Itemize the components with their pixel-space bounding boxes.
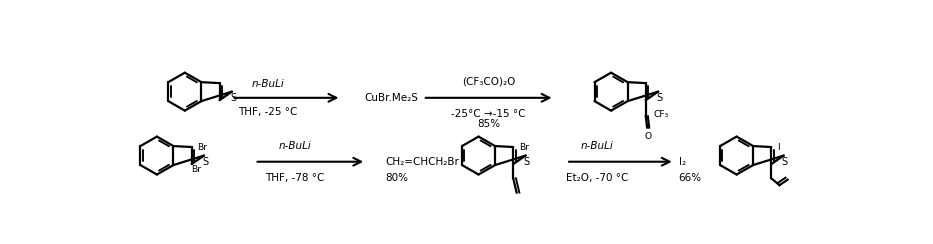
Text: THF, -78 °C: THF, -78 °C xyxy=(265,173,325,183)
Text: S: S xyxy=(202,157,208,167)
Text: THF, -25 °C: THF, -25 °C xyxy=(238,107,298,117)
Text: CuBr.Me₂S: CuBr.Me₂S xyxy=(365,93,419,103)
Text: S: S xyxy=(523,157,530,167)
Text: S: S xyxy=(656,93,662,103)
Text: n-BuLi: n-BuLi xyxy=(251,79,285,89)
Text: Et₂O, -70 °C: Et₂O, -70 °C xyxy=(566,173,628,183)
Text: Br: Br xyxy=(191,165,202,174)
Text: CF₃: CF₃ xyxy=(654,110,669,119)
Text: (CF₃CO)₂O: (CF₃CO)₂O xyxy=(462,76,515,86)
Text: -25°C →-15 °C: -25°C →-15 °C xyxy=(452,109,526,119)
Text: 85%: 85% xyxy=(477,119,500,129)
Text: Br: Br xyxy=(519,143,529,152)
Text: Br: Br xyxy=(197,143,207,152)
Text: 66%: 66% xyxy=(678,173,702,183)
Text: S: S xyxy=(782,157,787,167)
Text: 80%: 80% xyxy=(385,173,409,183)
Text: n-BuLi: n-BuLi xyxy=(580,141,614,151)
Text: CH₂=CHCH₂Br: CH₂=CHCH₂Br xyxy=(385,157,459,167)
Text: n-BuLi: n-BuLi xyxy=(278,141,312,151)
Text: O: O xyxy=(645,132,651,141)
Text: S: S xyxy=(230,93,236,103)
Text: I: I xyxy=(777,143,779,152)
Text: I₂: I₂ xyxy=(678,157,686,167)
